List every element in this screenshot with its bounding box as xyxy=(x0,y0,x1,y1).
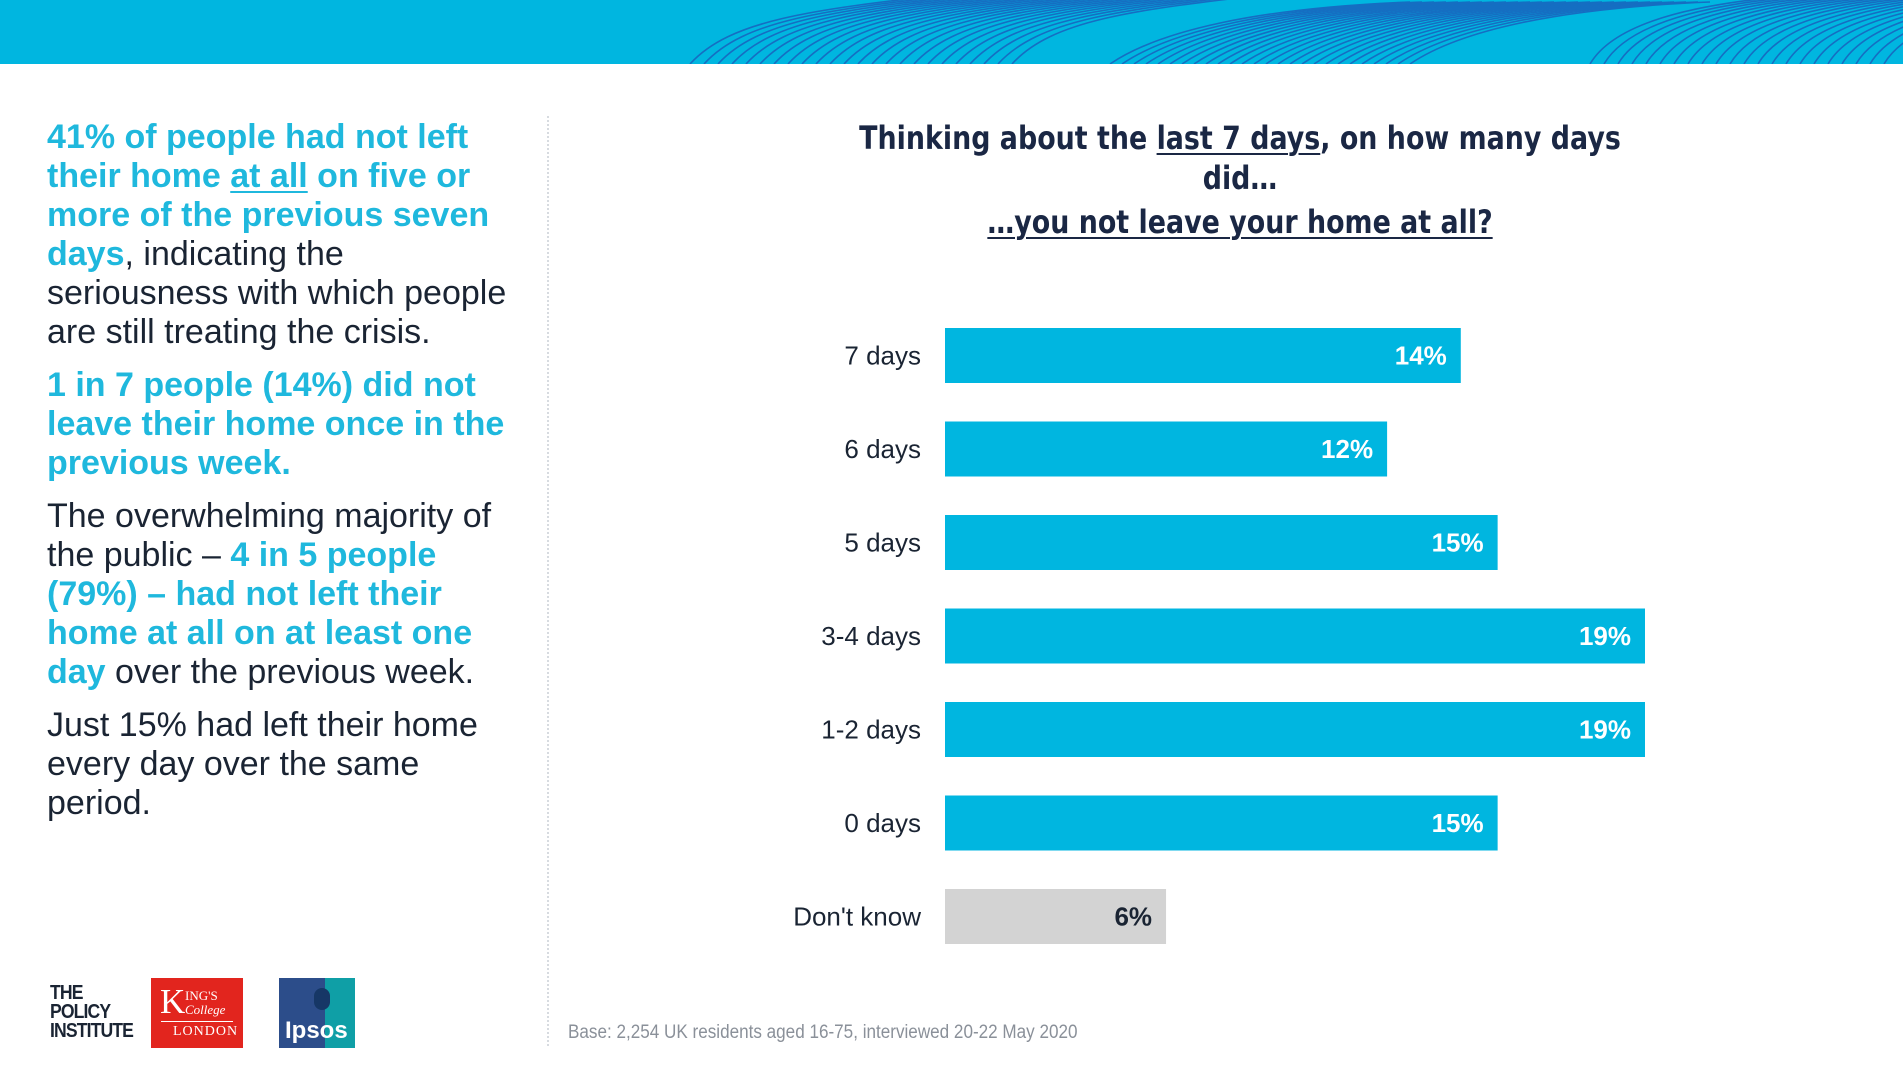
logo-silhouette xyxy=(314,988,330,1010)
category-label: 7 days xyxy=(844,341,921,371)
bar xyxy=(945,889,1167,944)
summary-paragraph-3: The overwhelming majority of the public … xyxy=(47,497,507,692)
logo-text: POLICY xyxy=(50,1001,111,1023)
chart-title-part: , on how many days did… xyxy=(1202,119,1621,197)
data-label: 19% xyxy=(1579,715,1631,745)
data-label: 6% xyxy=(1114,902,1152,932)
header-band xyxy=(0,0,1903,64)
highlight-text: 41% of people had not left their home xyxy=(47,118,469,195)
summary-paragraph-2: 1 in 7 people (14%) did not leave their … xyxy=(47,366,505,482)
category-label: 1-2 days xyxy=(821,715,921,745)
chart-subtitle: …you not leave your home at all? xyxy=(987,203,1493,241)
category-label: Don't know xyxy=(793,902,921,932)
bar xyxy=(945,702,1645,757)
data-label: 15% xyxy=(1432,808,1484,838)
policy-institute-logo: THE POLICY INSTITUTE xyxy=(50,982,134,1048)
logo-strip: THE POLICY INSTITUTE K ING'S College LON… xyxy=(50,978,370,1048)
logo-rule xyxy=(161,1021,233,1022)
logo-text: College xyxy=(185,1002,226,1017)
ipsos-logo: Ipsos xyxy=(279,978,355,1048)
bar xyxy=(945,328,1461,383)
data-label: 12% xyxy=(1321,434,1373,464)
logo-text: Ipsos xyxy=(285,1017,348,1044)
summary-paragraph-4: Just 15% had left their home every day o… xyxy=(47,706,478,822)
logo-text: ING'S xyxy=(185,988,218,1003)
vertical-divider xyxy=(547,116,549,1046)
data-label: 15% xyxy=(1432,528,1484,558)
bar xyxy=(945,515,1498,570)
summary-text-panel: 41% of people had not left their home at… xyxy=(47,118,507,837)
bar xyxy=(945,795,1498,851)
body-text: over the previous week. xyxy=(105,653,475,691)
chart-title-part: Thinking about the xyxy=(859,119,1157,157)
summary-paragraph-1: 41% of people had not left their home at… xyxy=(47,118,507,352)
bar xyxy=(945,608,1645,664)
highlight-underlined-text: at all xyxy=(230,157,308,195)
base-footnote: Base: 2,254 UK residents aged 16-75, int… xyxy=(568,1022,1078,1043)
chart-title: Thinking about the last 7 days, on how m… xyxy=(820,118,1660,198)
logo-text: K xyxy=(160,982,186,1021)
logo-shape xyxy=(325,978,355,1048)
category-label: 5 days xyxy=(844,528,921,558)
data-label: 19% xyxy=(1579,621,1631,651)
chart-title-underlined: last 7 days xyxy=(1156,119,1321,157)
logo-text: LONDON xyxy=(173,1024,239,1039)
highlight-text: on five or more of the previous seven da… xyxy=(47,157,490,273)
category-label: 0 days xyxy=(844,808,921,838)
highlight-text: 4 in 5 people (79%) – had not left their… xyxy=(47,536,473,691)
body-text: , indicating the seriousness with which … xyxy=(47,235,507,351)
logo-text: INSTITUTE xyxy=(50,1020,134,1042)
bar xyxy=(945,421,1388,477)
decorative-line-pattern xyxy=(689,0,1903,64)
body-text: The overwhelming majority of the public … xyxy=(47,497,492,574)
category-label: 6 days xyxy=(844,434,921,464)
data-label: 14% xyxy=(1395,341,1447,371)
category-label: 3-4 days xyxy=(821,621,921,651)
logo-text: THE xyxy=(50,982,83,1004)
kings-college-london-logo: K ING'S College LONDON xyxy=(151,978,243,1048)
